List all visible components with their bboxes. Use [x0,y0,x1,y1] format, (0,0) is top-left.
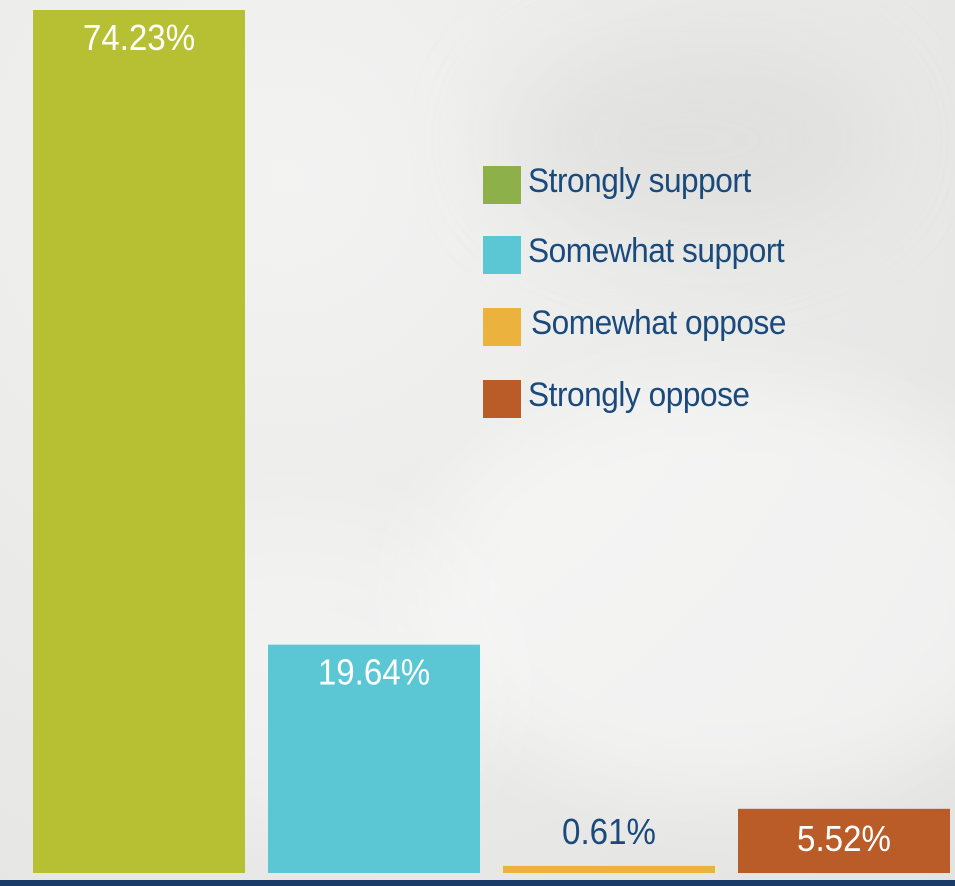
legend-label-somewhat-support: Somewhat support [528,232,785,270]
legend-label-somewhat-oppose: Somewhat oppose [531,304,786,342]
x-axis-line [0,880,955,886]
legend-label-strongly-support: Strongly support [528,162,751,200]
legend-swatch-somewhat-support [483,236,521,274]
legend-label-strongly-oppose: Strongly oppose [528,376,750,414]
data-label-somewhat-support: 19.64% [318,653,430,693]
bar-strongly-support [33,10,245,873]
data-label-strongly-support: 74.23% [83,19,195,59]
bar-somewhat-support [268,644,480,873]
legend-swatch-somewhat-oppose [483,308,521,346]
bar-somewhat-oppose [503,865,715,873]
legend-swatch-strongly-oppose [483,380,521,418]
legend-swatch-strongly-support [483,166,521,204]
data-label-strongly-oppose: 5.52% [797,820,891,860]
data-label-somewhat-oppose: 0.61% [562,813,656,853]
bar-strongly-oppose [738,808,950,873]
